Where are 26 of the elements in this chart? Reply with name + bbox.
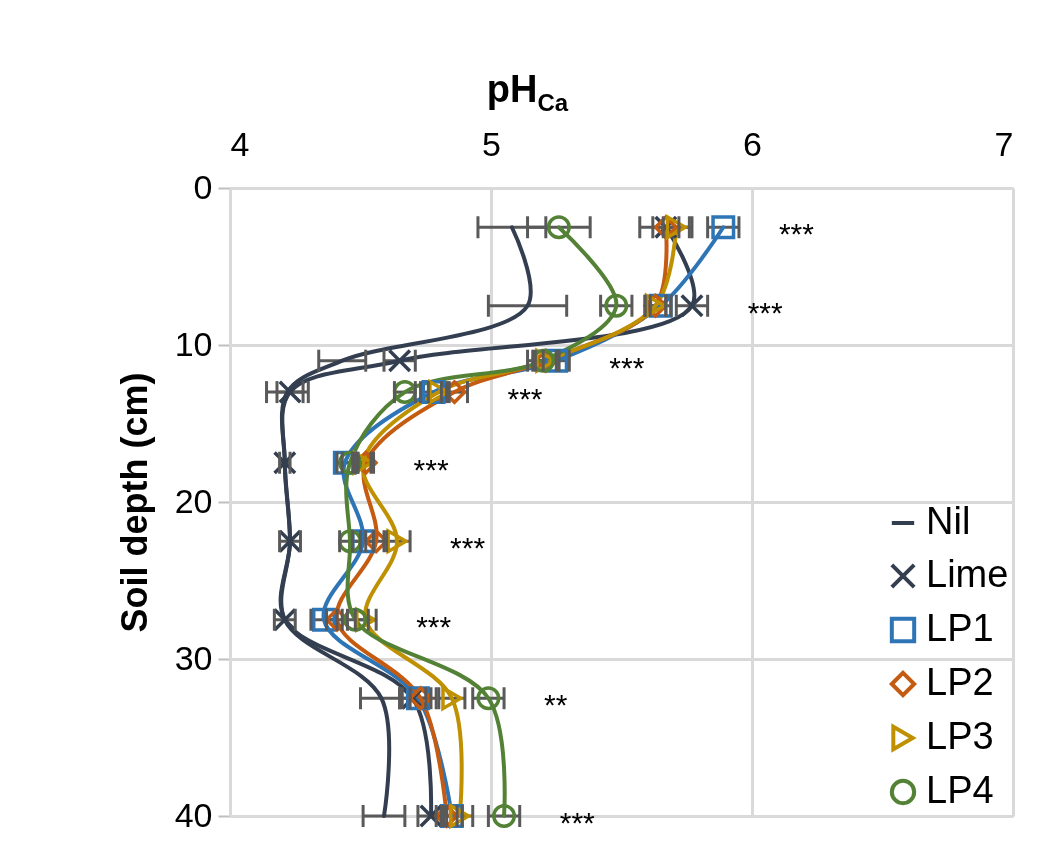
- x-tick-label: 5: [482, 124, 501, 163]
- y-tick-label: 20: [174, 481, 213, 520]
- y-tick-label: 0: [193, 167, 213, 206]
- annotation: ***: [413, 452, 449, 486]
- annotation: ***: [416, 609, 452, 643]
- legend-label: LP3: [926, 715, 994, 757]
- annotation: ***: [559, 806, 596, 839]
- y-tick-label: 10: [174, 324, 213, 363]
- x-tick-label: 4: [230, 124, 250, 163]
- y-tick-label: 40: [174, 795, 213, 834]
- legend-label: Nil: [926, 500, 971, 542]
- annotation: ***: [450, 531, 486, 565]
- x-tick-label: 6: [743, 124, 762, 163]
- legend-label: LP4: [926, 769, 994, 811]
- legend-label: LP1: [926, 607, 994, 649]
- y-tick-label: 30: [174, 638, 213, 677]
- x-tick-label: 7: [994, 124, 1014, 163]
- annotation: ***: [747, 295, 783, 329]
- annotation: **: [544, 688, 568, 722]
- y-axis-title: Soil depth (cm): [113, 372, 155, 633]
- x-axis-title: pH$_{Ca}$: [485, 68, 570, 117]
- legend-label: Lime: [926, 553, 1009, 595]
- annotation: ***: [778, 217, 815, 251]
- legend-label: LP2: [926, 661, 994, 703]
- annotation: ***: [507, 382, 543, 416]
- annotation: ***: [609, 350, 645, 384]
